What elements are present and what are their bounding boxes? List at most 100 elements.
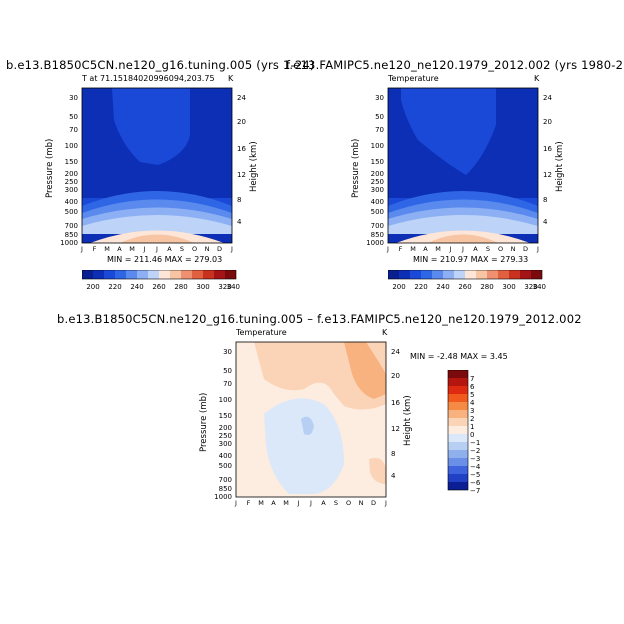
svg-text:30: 30 (223, 348, 232, 356)
svg-text:A: A (167, 245, 172, 253)
right-panel-units: K (534, 74, 540, 83)
svg-text:50: 50 (375, 113, 384, 121)
svg-text:280: 280 (174, 283, 187, 291)
svg-text:A: A (423, 245, 428, 253)
diff-colorbar-labels: 765 432 10−1 −2−3−4 −5−6−7 (470, 375, 481, 495)
diff-colorbar-swatches (448, 370, 468, 490)
svg-text:M: M (104, 245, 110, 253)
svg-text:4: 4 (237, 218, 242, 226)
svg-text:M: M (435, 245, 441, 253)
right-minmax: MIN = 210.97 MAX = 279.33 (413, 255, 529, 264)
svg-text:500: 500 (371, 208, 384, 216)
diff-colorbar: 765 432 10−1 −2−3−4 −5−6−7 (447, 370, 481, 495)
svg-text:30: 30 (69, 94, 78, 102)
svg-text:12: 12 (237, 171, 246, 179)
svg-text:5: 5 (470, 391, 474, 399)
svg-text:100: 100 (219, 396, 232, 404)
svg-text:250: 250 (65, 178, 78, 186)
svg-text:A: A (473, 245, 478, 253)
svg-text:16: 16 (237, 145, 246, 153)
svg-text:8: 8 (237, 196, 241, 204)
svg-text:150: 150 (371, 158, 384, 166)
svg-text:M: M (129, 245, 135, 253)
svg-text:4: 4 (470, 399, 475, 407)
svg-text:100: 100 (371, 142, 384, 150)
svg-text:150: 150 (65, 158, 78, 166)
svg-text:250: 250 (371, 178, 384, 186)
svg-text:260: 260 (152, 283, 165, 291)
svg-text:220: 220 (414, 283, 427, 291)
svg-text:70: 70 (69, 126, 78, 134)
svg-text:50: 50 (223, 367, 232, 375)
svg-text:N: N (205, 245, 210, 253)
svg-text:J: J (536, 245, 539, 253)
svg-text:−6: −6 (470, 479, 481, 487)
svg-text:100: 100 (65, 142, 78, 150)
svg-text:−5: −5 (470, 471, 480, 479)
svg-text:M: M (283, 499, 289, 507)
left-layer-6 (120, 234, 194, 243)
svg-text:24: 24 (391, 348, 400, 356)
svg-text:70: 70 (375, 126, 384, 134)
svg-text:70: 70 (223, 380, 232, 388)
svg-text:400: 400 (65, 198, 78, 206)
svg-text:J: J (384, 499, 387, 507)
right-stratosphere-band (401, 88, 496, 175)
right-y2-ticks: 24 20 16 12 8 4 (543, 94, 552, 226)
svg-text:340: 340 (533, 283, 546, 291)
right-layer-4 (388, 215, 538, 234)
svg-text:J: J (234, 499, 237, 507)
svg-text:250: 250 (219, 432, 232, 440)
left-y2label: Height (km) (249, 141, 259, 192)
svg-text:−2: −2 (470, 447, 480, 455)
svg-text:M: M (410, 245, 416, 253)
svg-text:2: 2 (470, 415, 474, 423)
svg-text:50: 50 (69, 113, 78, 121)
right-panel-title: f.e13.FAMIPC5.ne120_ne120.1979_2012.002 … (286, 58, 624, 72)
svg-text:−1: −1 (470, 439, 480, 447)
svg-text:S: S (180, 245, 184, 253)
svg-text:16: 16 (543, 145, 552, 153)
diff-panel-subtitle: Temperature (236, 328, 287, 337)
svg-text:850: 850 (219, 485, 232, 493)
svg-text:700: 700 (219, 476, 232, 484)
svg-text:500: 500 (219, 462, 232, 470)
svg-text:4: 4 (543, 218, 548, 226)
svg-text:320: 320 (218, 283, 231, 291)
svg-text:850: 850 (65, 231, 78, 239)
diff-cool-core (301, 416, 314, 435)
left-plot-frame (81, 87, 233, 244)
diff-panel-units: K (382, 328, 388, 337)
left-ylabel: Pressure (mb) (45, 139, 55, 198)
svg-text:280: 280 (480, 283, 493, 291)
left-panel-units: K (228, 74, 234, 83)
right-layer-6 (428, 234, 498, 243)
svg-text:200: 200 (86, 283, 99, 291)
svg-text:8: 8 (543, 196, 547, 204)
svg-text:150: 150 (219, 412, 232, 420)
svg-text:20: 20 (391, 372, 400, 380)
svg-text:A: A (321, 499, 326, 507)
svg-text:S: S (486, 245, 490, 253)
svg-text:0: 0 (470, 431, 474, 439)
left-panel-subtitle: T at 71.15184020996094,203.75 (82, 74, 215, 83)
diff-y2-ticks: 24 20 16 12 8 4 (391, 348, 400, 480)
svg-text:J: J (80, 245, 83, 253)
svg-text:M: M (258, 499, 264, 507)
svg-text:8: 8 (391, 450, 395, 458)
svg-text:700: 700 (65, 222, 78, 230)
svg-text:J: J (297, 499, 300, 507)
left-stratosphere-band (112, 88, 190, 165)
svg-text:S: S (334, 499, 338, 507)
svg-text:D: D (523, 245, 528, 253)
svg-text:N: N (511, 245, 516, 253)
